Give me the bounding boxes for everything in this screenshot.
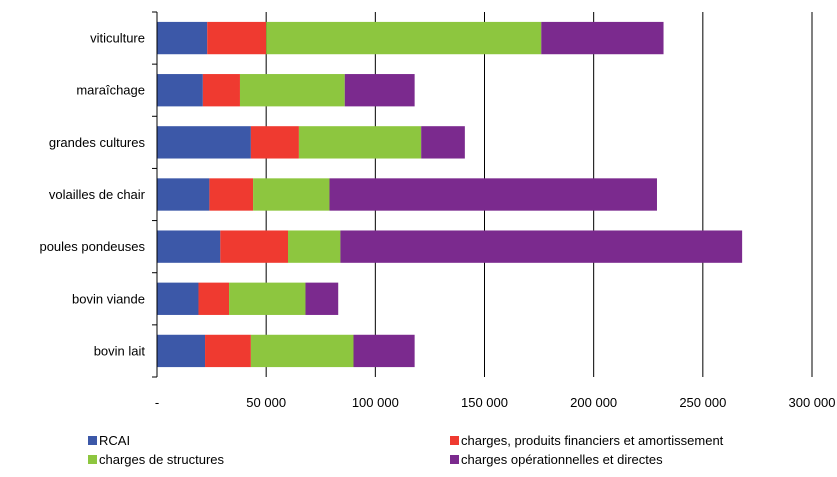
x-tick-label: 100 000 [352,395,399,410]
category-label: maraîchage [76,83,145,98]
bar-segment [209,178,254,211]
category-labels: viticulture maraîchage grandes cultures vol… [39,31,145,359]
legend-swatch [450,455,459,464]
legend-swatch [88,436,97,445]
legend: RCAI charges, produits financiers et amor… [88,433,724,467]
legend-label: charges, produits financiers et amortiss… [461,433,724,448]
bars [157,21,743,368]
bar-segment [220,230,288,263]
x-tick-label: - [155,395,159,410]
bar-segment [229,282,306,315]
category-label: bovin viande [72,291,145,306]
bar-segment [207,21,267,55]
axes [152,11,158,378]
bar-segment [157,178,210,211]
bar-segment [288,230,341,263]
x-tick-label: 50 000 [246,395,286,410]
bar-segment [329,178,657,211]
bar-segment [298,126,422,159]
bar-segment [253,178,330,211]
bar-segment [250,126,299,159]
bar-segment [157,282,199,315]
bar-segment [157,126,251,159]
legend-label: charges opérationnelles et directes [461,452,663,467]
category-label: viticulture [90,31,145,46]
bar-segment [239,74,345,107]
bar-segment [157,74,203,107]
legend-label: RCAI [99,433,130,448]
legend-swatch [450,436,459,445]
bar-segment [157,21,208,55]
category-label: poules pondeuses [39,239,145,254]
x-tick-label: 200 000 [570,395,617,410]
bar-segment [157,334,206,368]
category-label: grandes cultures [49,135,146,150]
bar-segment [205,334,251,368]
x-tick-label: 150 000 [461,395,508,410]
bar-segment [202,74,240,107]
bar-segment [421,126,465,159]
bar-segment [266,21,542,55]
legend-swatch [88,455,97,464]
bar-segment [250,334,354,368]
category-label: bovin lait [94,343,146,358]
x-tick-label: 300 000 [789,395,836,410]
bar-segment [344,74,415,107]
bar-segment [157,230,221,263]
bar-segment [340,230,743,263]
bar-segment [353,334,415,368]
bar-segment [541,21,664,55]
bar-segment [198,282,230,315]
x-tick-label: 250 000 [679,395,726,410]
bar-segment [305,282,339,315]
legend-label: charges de structures [99,452,225,467]
category-label: volailles de chair [49,187,146,202]
x-tick-labels: - 50 000 100 000 150 000 200 000 250 000 300 0… [155,395,836,410]
